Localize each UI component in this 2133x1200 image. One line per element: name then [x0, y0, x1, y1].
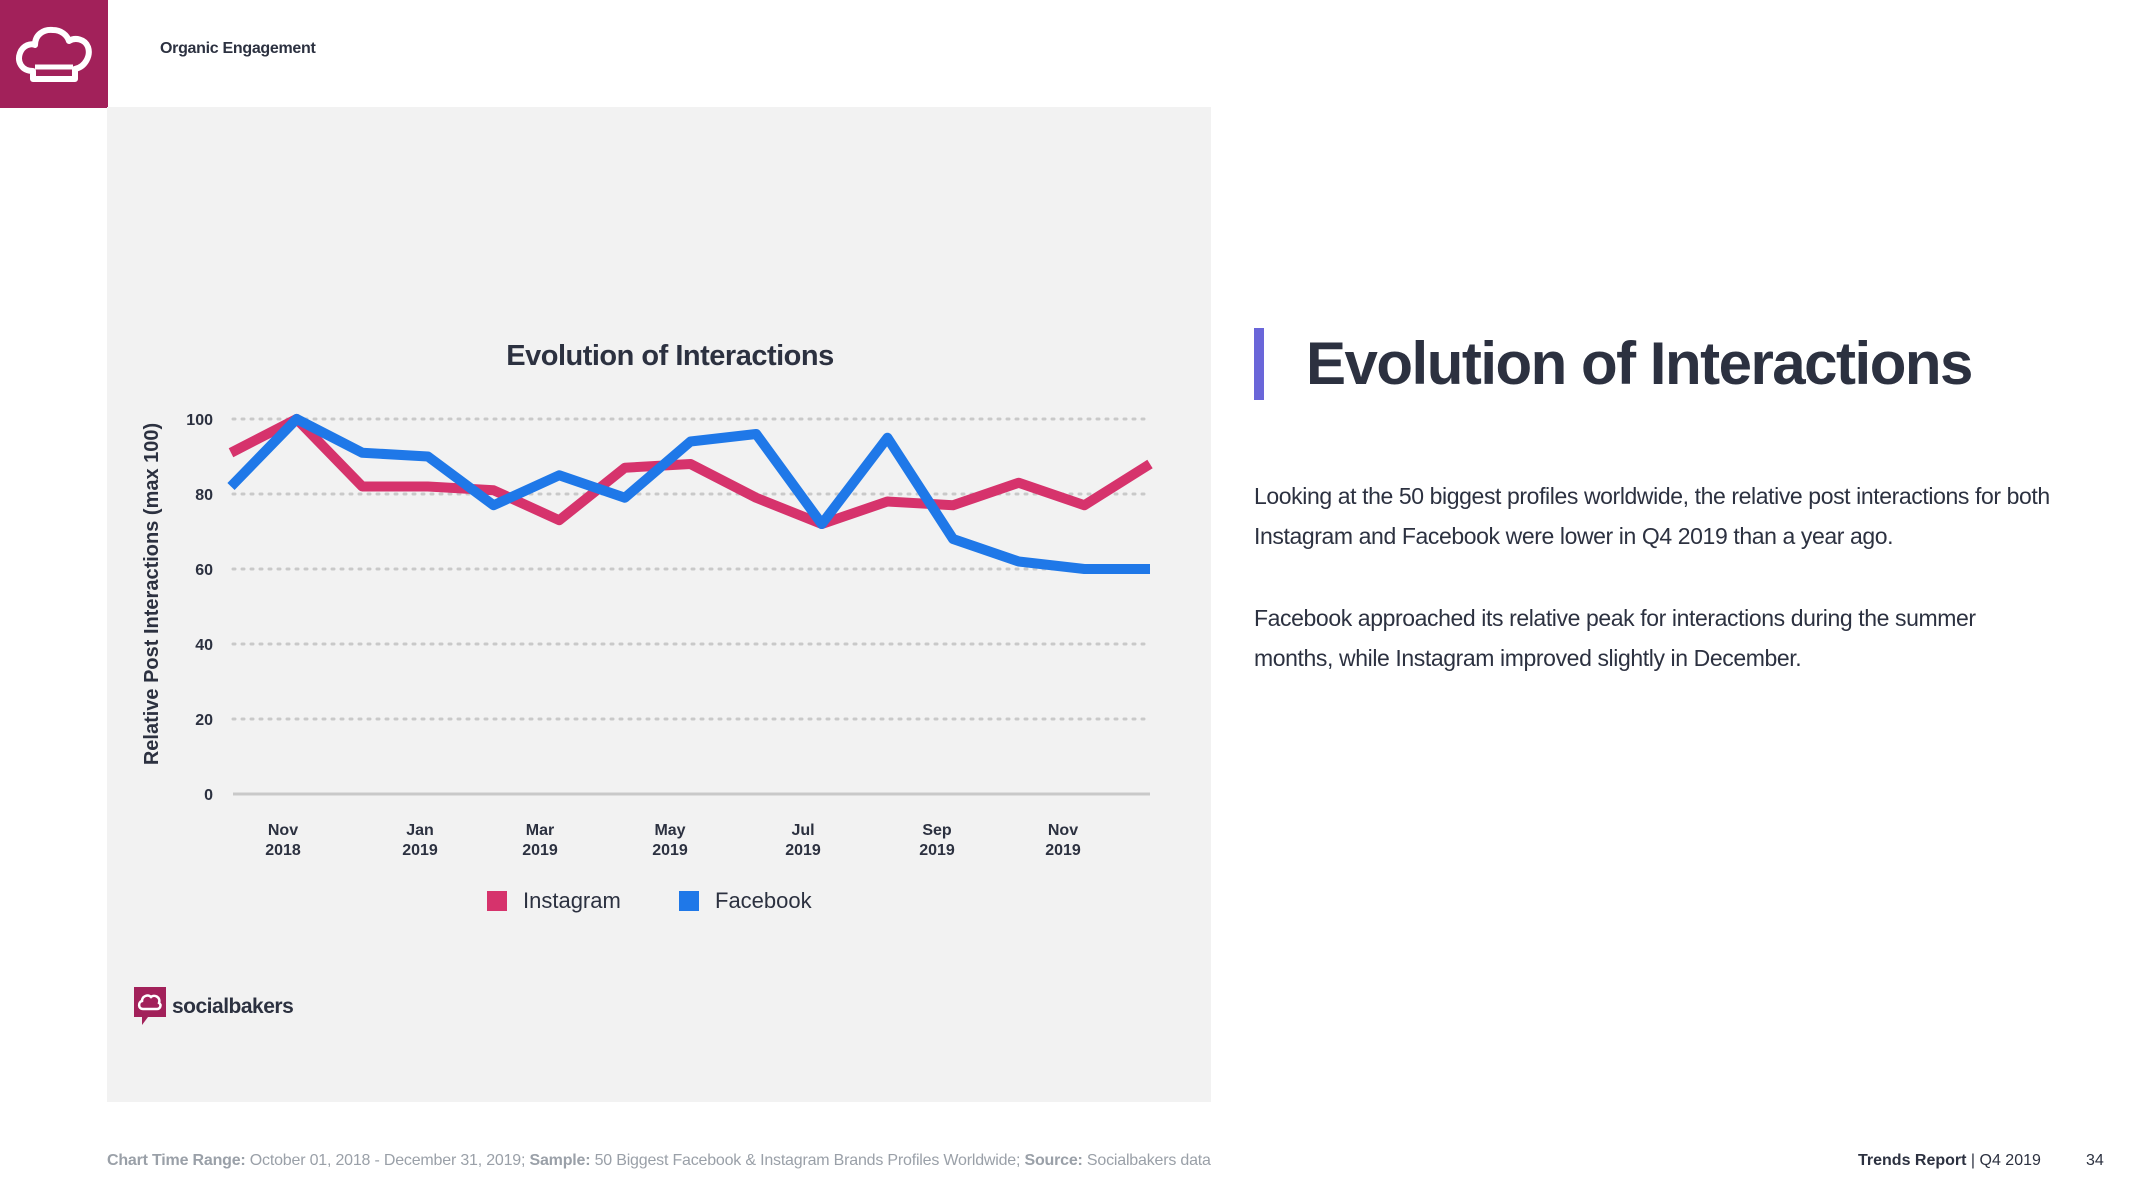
footer-report: Trends Report | Q4 2019: [1858, 1152, 2041, 1170]
x-tick-year: 2019: [785, 842, 821, 859]
report-label: Trends Report: [1858, 1152, 1967, 1169]
y-tick-label: 20: [195, 712, 213, 729]
x-tick-year: 2018: [265, 842, 301, 859]
sample-label: Sample:: [529, 1152, 591, 1169]
x-tick-month: May: [654, 822, 685, 839]
chart-title: Evolution of Interactions: [506, 340, 833, 372]
brand-name: socialbakers: [172, 995, 294, 1018]
footer-source-note: Chart Time Range: October 01, 2018 - Dec…: [107, 1152, 1211, 1170]
x-tick-month: Sep: [922, 822, 952, 839]
x-tick-month: Jan: [406, 822, 434, 839]
brand-logo: [0, 0, 108, 108]
range-label: Chart Time Range:: [107, 1152, 246, 1169]
legend-swatch-instagram: [487, 891, 507, 911]
x-tick-year: 2019: [652, 842, 688, 859]
source-value: Socialbakers data: [1082, 1152, 1211, 1169]
x-tick-year: 2019: [522, 842, 558, 859]
page-title: Evolution of Interactions: [1306, 330, 1973, 397]
series-line-instagram: [228, 414, 1153, 529]
y-tick-label: 80: [195, 487, 213, 504]
socialbakers-logo-icon: [134, 987, 166, 1025]
page-number: 34: [2086, 1152, 2104, 1169]
x-tick-year: 2019: [402, 842, 438, 859]
y-tick-label: 100: [186, 412, 213, 429]
y-tick-label: 60: [195, 562, 213, 579]
title-accent-bar: [1254, 328, 1264, 400]
section-title: Organic Engagement: [160, 40, 316, 57]
x-tick-month: Jul: [791, 822, 814, 839]
source-label: Source:: [1024, 1152, 1083, 1169]
chart-panel: Evolution of Interactions Relative Post …: [107, 107, 1211, 1102]
range-value: October 01, 2018 - December 31, 2019;: [245, 1152, 530, 1169]
x-tick-month: Nov: [268, 822, 298, 839]
legend-swatch-facebook: [679, 891, 699, 911]
line-chart: Evolution of Interactions Relative Post …: [141, 340, 1153, 913]
socialbakers-brand: socialbakers: [134, 987, 294, 1027]
y-tick-label: 0: [204, 787, 213, 804]
legend-label-instagram: Instagram: [523, 888, 621, 913]
paragraph-2: Facebook approached its relative peak fo…: [1254, 605, 1976, 671]
chef-hat-icon: [16, 26, 92, 82]
report-period: | Q4 2019: [1966, 1152, 2041, 1169]
y-axis-label: Relative Post Interactions (max 100): [141, 423, 163, 765]
paragraph-1: Looking at the 50 biggest profiles world…: [1254, 483, 2050, 549]
x-tick-month: Mar: [526, 822, 554, 839]
x-tick-year: 2019: [1045, 842, 1081, 859]
x-tick-year: 2019: [919, 842, 955, 859]
x-tick-month: Nov: [1048, 822, 1078, 839]
sample-value: 50 Biggest Facebook & Instagram Brands P…: [590, 1152, 1025, 1169]
y-tick-label: 40: [195, 637, 213, 654]
legend-label-facebook: Facebook: [715, 888, 813, 913]
